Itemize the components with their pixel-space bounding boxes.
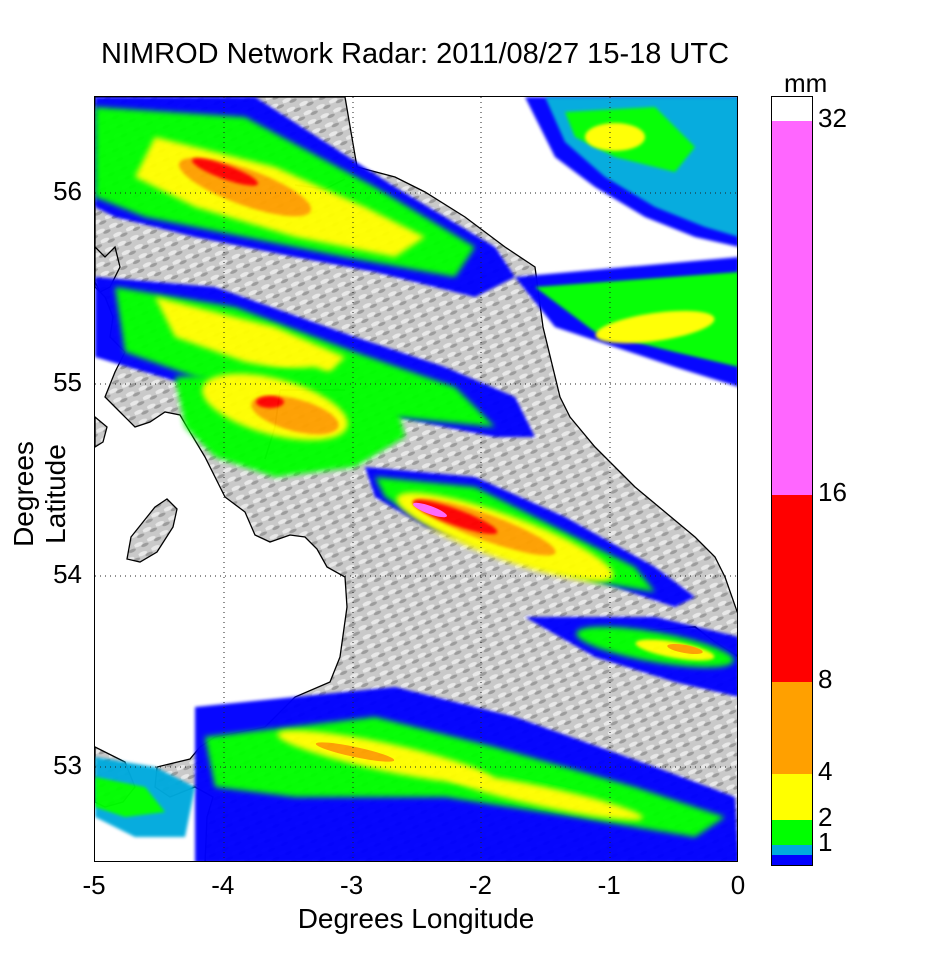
x-tick-label: -4: [211, 870, 235, 900]
colorbar-tick-label: 16: [818, 477, 847, 507]
y-tick-label: 55: [53, 367, 82, 398]
precip-band-central-pink: [413, 502, 447, 518]
precip-cluster-border-red: [256, 396, 284, 408]
precip-cells-southwest-green: [95, 777, 165, 817]
radar-map-svg: [95, 97, 737, 861]
x-tick-label: 0: [730, 870, 746, 900]
colorbar-unit: mm: [784, 68, 828, 98]
colorbar-band: [772, 774, 812, 820]
precip-layer: [95, 97, 737, 861]
colorbar-tick-label: 2: [818, 802, 833, 832]
x-tick-label: -2: [468, 870, 492, 900]
colorbar-band: [772, 845, 812, 855]
colorbar-tick-label: 8: [818, 664, 833, 694]
colorbar-band: [772, 121, 812, 495]
precip-cell-e-yellow: [595, 310, 715, 344]
colorbar-tick-label: 32: [818, 103, 847, 133]
colorbar: [771, 96, 813, 866]
y-tick-label: 53: [53, 750, 82, 781]
land-isle-of-man: [126, 498, 178, 563]
x-tick-label: -5: [82, 870, 106, 900]
x-tick-label: -1: [597, 870, 621, 900]
y-tick-label: 54: [53, 558, 82, 589]
precip-band-south-orange: [315, 742, 395, 762]
land-ireland-edge: [95, 416, 108, 448]
precip-cell-ne-yellow: [585, 123, 645, 151]
colorbar-band: [772, 820, 812, 845]
chart-title: NIMROD Network Radar: 2011/08/27 15-18 U…: [100, 38, 730, 70]
colorbar-band: [772, 855, 812, 865]
y-axis-label: Degrees Latitude: [8, 441, 71, 547]
precip-band-se-orange: [667, 643, 703, 655]
x-axis-label: Degrees Longitude: [297, 903, 535, 934]
precip-band-mid-yellow: [155, 297, 345, 377]
radar-map: [94, 96, 738, 862]
y-tick-label: 56: [53, 175, 82, 206]
precip-band-south-yellow-2: [447, 774, 643, 820]
colorbar-band: [772, 495, 812, 682]
colorbar-tick-label: 4: [818, 756, 833, 786]
colorbar-band: [772, 682, 812, 774]
colorbar-tick-label: 1: [818, 827, 833, 857]
colorbar-band: [772, 97, 812, 121]
x-tick-label: -3: [340, 870, 364, 900]
precip-cell-nw-red: [192, 158, 258, 186]
